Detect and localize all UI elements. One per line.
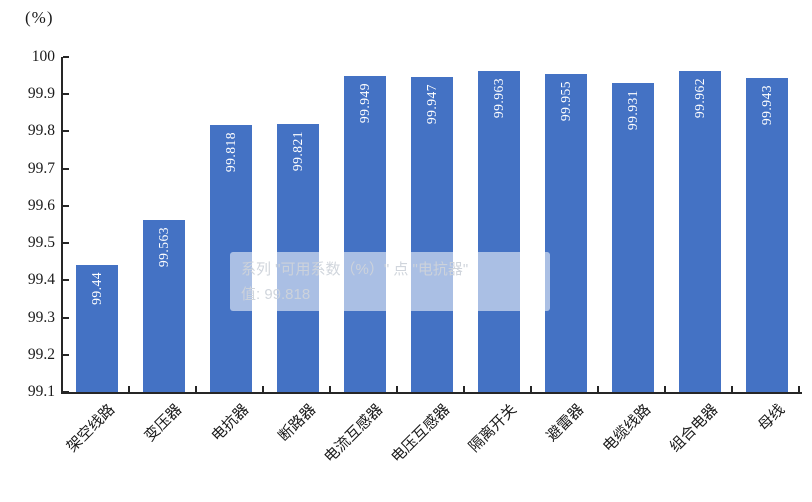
y-axis-tick-mark [63,93,69,96]
x-axis-tick-mark [329,386,331,392]
x-axis-category-label: 避雷器 [544,401,588,445]
bar-value-label: 99.947 [423,83,439,124]
x-axis-tick-mark [61,386,63,392]
bar-1[interactable]: 99.44 [75,265,118,392]
y-axis-unit-label: (%) [25,8,54,27]
bar-value-label: 99.931 [624,89,640,130]
y-axis-tick-label: 99.1 [27,383,55,400]
bar-value-label: 99.821 [289,130,305,171]
x-axis-category-label: 架空线路 [64,401,119,456]
y-axis-tick-label: 99.5 [27,234,55,252]
y-axis-tick-label: 99.6 [27,196,55,214]
y-axis-tick-mark [63,353,69,356]
bar-11[interactable]: 99.943 [745,78,788,392]
x-axis-tick-mark [530,386,532,392]
x-axis-tick-mark [262,386,264,392]
x-axis-category-label: 电流互感器 [322,401,387,467]
bar-10[interactable]: 99.962 [678,71,721,392]
y-axis-tick-label: 99.9 [27,85,55,103]
bar-4[interactable]: 99.821 [276,123,319,392]
x-axis-tick-mark [597,386,599,392]
y-axis-tick-mark [63,316,69,319]
bar-5[interactable]: 99.949 [343,75,386,392]
y-axis-tick-label: 99.4 [27,271,55,289]
bar-value-label: 99.818 [222,131,238,172]
bar-2[interactable]: 99.563 [142,219,185,392]
y-axis-tick-label: 99.7 [27,159,55,177]
bar-value-label: 99.943 [758,85,774,126]
bar-value-label: 99.949 [356,82,372,124]
y-axis-tick-mark [63,204,69,207]
y-axis-tick-mark [63,242,69,245]
y-axis-tick-mark [63,279,69,282]
x-axis-tick-mark [128,386,130,392]
bar-3[interactable]: 99.818 [209,124,252,392]
x-axis-category-label: 组合电器 [667,401,722,456]
x-axis-tick-mark [396,386,398,392]
y-axis-tick-mark [63,130,69,133]
plot-area [61,57,802,394]
x-axis-category-label: 变压器 [142,401,186,445]
x-axis-tick-mark [798,386,800,392]
y-axis-tick-mark [63,56,69,58]
x-axis-tick-mark [195,386,197,392]
bar-value-label: 99.563 [155,226,171,267]
y-axis-tick-label: 99.2 [27,345,55,363]
bar-value-label: 99.962 [691,78,707,119]
y-axis-tick-label: 99.3 [27,308,55,326]
y-axis-tick-label: 99.8 [27,122,55,140]
x-axis-tick-mark [463,386,465,392]
y-axis-tick-label: 100 [31,48,55,65]
x-axis-tick-mark [664,386,666,392]
x-axis-category-label: 电缆线路 [600,401,655,456]
y-axis-tick-mark [63,391,69,393]
bar-value-label: 99.955 [557,80,573,121]
x-axis-category-label: 电压互感器 [389,401,454,467]
bar-7[interactable]: 99.963 [477,70,520,392]
bar-6[interactable]: 99.947 [410,76,453,392]
x-axis-category-label: 隔离开关 [466,401,521,456]
x-axis-tick-mark [731,386,733,392]
bar-9[interactable]: 99.931 [611,82,654,392]
bar-value-label: 99.44 [88,272,104,306]
y-axis-tick-mark [63,167,69,170]
x-axis-category-label: 母线 [756,401,789,435]
bar-value-label: 99.963 [490,77,506,118]
x-axis-category-label: 电抗器 [209,401,253,445]
bar-8[interactable]: 99.955 [544,73,587,392]
x-axis-category-label: 断路器 [276,401,320,445]
